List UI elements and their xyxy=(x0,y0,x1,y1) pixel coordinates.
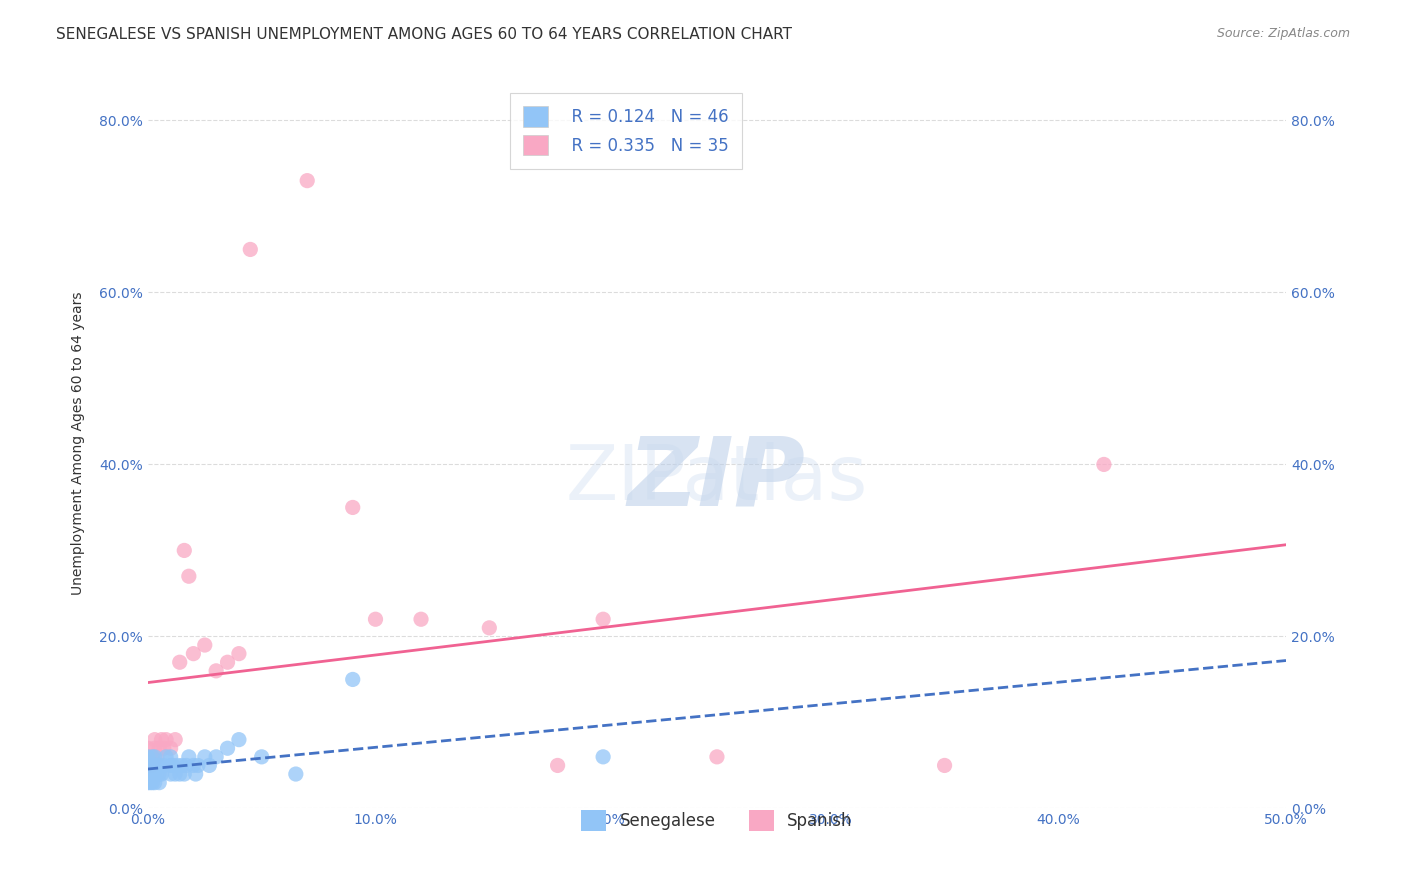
Point xyxy=(342,500,364,515)
Point xyxy=(139,775,162,789)
Point xyxy=(139,767,162,781)
Point xyxy=(136,775,159,789)
Point xyxy=(141,767,163,781)
Point xyxy=(141,775,163,789)
Point xyxy=(592,749,614,764)
Point xyxy=(139,758,162,772)
Point xyxy=(592,612,614,626)
Text: Source: ZipAtlas.com: Source: ZipAtlas.com xyxy=(1216,27,1350,40)
Point xyxy=(217,741,239,756)
Point xyxy=(183,758,205,772)
Point xyxy=(153,758,176,772)
Point xyxy=(177,569,200,583)
Point xyxy=(136,741,159,756)
Point xyxy=(228,647,250,661)
Point xyxy=(139,749,162,764)
Point xyxy=(148,758,170,772)
Point xyxy=(143,749,166,764)
Point xyxy=(143,758,166,772)
Point xyxy=(342,673,364,687)
Point xyxy=(155,732,177,747)
Point xyxy=(173,543,195,558)
Point xyxy=(159,758,181,772)
Text: SENEGALESE VS SPANISH UNEMPLOYMENT AMONG AGES 60 TO 64 YEARS CORRELATION CHART: SENEGALESE VS SPANISH UNEMPLOYMENT AMONG… xyxy=(56,27,792,42)
Point xyxy=(295,174,318,188)
Point xyxy=(205,664,228,678)
Point xyxy=(143,767,166,781)
Point xyxy=(148,767,170,781)
Point xyxy=(165,767,187,781)
Point xyxy=(183,647,205,661)
Point xyxy=(194,749,217,764)
Point xyxy=(250,749,273,764)
Point xyxy=(141,749,163,764)
Point xyxy=(547,758,569,772)
Point xyxy=(228,732,250,747)
Point xyxy=(162,758,184,772)
Point xyxy=(136,767,159,781)
Point xyxy=(364,612,387,626)
Point xyxy=(184,767,207,781)
Point xyxy=(409,612,432,626)
Point xyxy=(141,758,163,772)
Point xyxy=(136,758,159,772)
Point xyxy=(141,758,163,772)
Point xyxy=(159,741,181,756)
Point xyxy=(165,732,187,747)
Point xyxy=(177,749,200,764)
Point xyxy=(173,767,195,781)
Point xyxy=(146,758,169,772)
Point xyxy=(139,758,162,772)
Point xyxy=(194,638,217,652)
Point xyxy=(143,775,166,789)
Point xyxy=(169,655,191,669)
Point xyxy=(136,758,159,772)
Point xyxy=(169,767,191,781)
Point xyxy=(150,732,173,747)
Legend: Senegalese, Spanish: Senegalese, Spanish xyxy=(568,797,866,844)
Point xyxy=(159,749,181,764)
Point xyxy=(150,767,173,781)
Point xyxy=(187,758,209,772)
Point xyxy=(146,749,169,764)
Point xyxy=(170,758,193,772)
Point xyxy=(1092,458,1115,472)
Point xyxy=(934,758,956,772)
Point xyxy=(141,749,163,764)
Point xyxy=(159,767,181,781)
Point xyxy=(284,767,307,781)
Point xyxy=(153,741,176,756)
Point xyxy=(478,621,501,635)
Point xyxy=(155,749,177,764)
Point xyxy=(148,775,170,789)
Point xyxy=(239,243,262,257)
Text: ZIPatlas: ZIPatlas xyxy=(565,442,868,516)
Y-axis label: Unemployment Among Ages 60 to 64 years: Unemployment Among Ages 60 to 64 years xyxy=(72,291,86,595)
Text: ZIP: ZIP xyxy=(628,433,806,526)
Point xyxy=(217,655,239,669)
Point xyxy=(706,749,728,764)
Point xyxy=(146,767,169,781)
Point xyxy=(198,758,221,772)
Point xyxy=(148,741,170,756)
Point xyxy=(143,732,166,747)
Point xyxy=(166,758,188,772)
Point xyxy=(143,741,166,756)
Point xyxy=(136,749,159,764)
Point xyxy=(176,758,198,772)
Point xyxy=(136,749,159,764)
Point xyxy=(205,749,228,764)
